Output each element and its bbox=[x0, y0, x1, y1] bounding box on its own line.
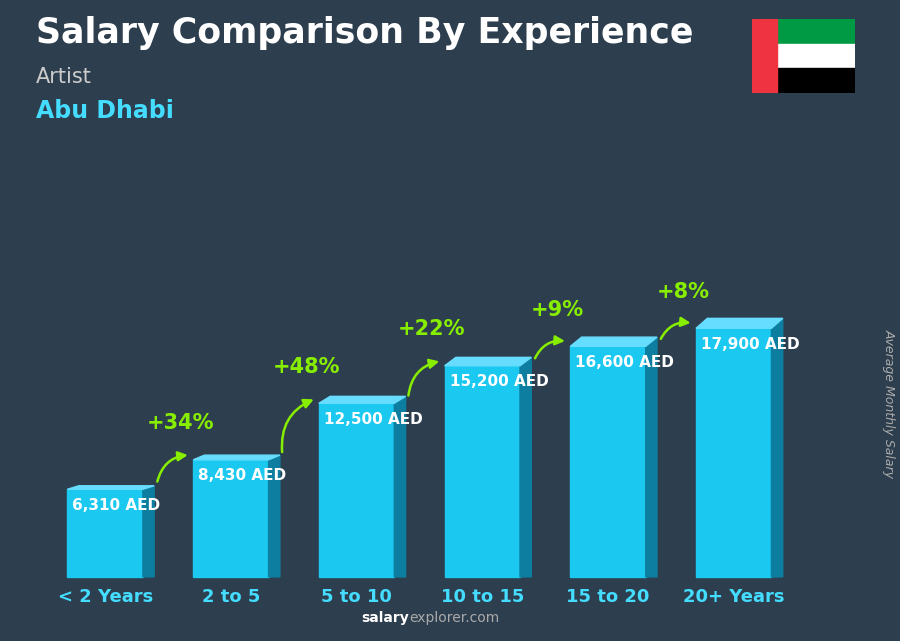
Text: +22%: +22% bbox=[398, 319, 466, 339]
Bar bbox=[752, 19, 855, 44]
Polygon shape bbox=[268, 455, 280, 577]
Text: 15,200 AED: 15,200 AED bbox=[450, 374, 548, 389]
Polygon shape bbox=[68, 486, 154, 489]
Text: +8%: +8% bbox=[657, 281, 710, 302]
Polygon shape bbox=[143, 486, 154, 577]
Text: 16,600 AED: 16,600 AED bbox=[575, 354, 674, 370]
Text: 8,430 AED: 8,430 AED bbox=[198, 468, 286, 483]
Text: +48%: +48% bbox=[273, 356, 340, 377]
Text: +9%: +9% bbox=[531, 300, 584, 320]
Bar bbox=[752, 69, 855, 93]
Text: Salary Comparison By Experience: Salary Comparison By Experience bbox=[36, 16, 693, 50]
Text: Abu Dhabi: Abu Dhabi bbox=[36, 99, 174, 123]
Bar bbox=[571, 346, 645, 577]
Bar bbox=[752, 44, 855, 69]
Bar bbox=[696, 328, 771, 577]
Text: 17,900 AED: 17,900 AED bbox=[701, 337, 800, 352]
Polygon shape bbox=[445, 357, 531, 366]
Polygon shape bbox=[394, 396, 406, 577]
Bar bbox=[194, 460, 268, 577]
Polygon shape bbox=[520, 357, 531, 577]
Text: +34%: +34% bbox=[147, 413, 214, 433]
Bar bbox=[445, 366, 520, 577]
Text: Artist: Artist bbox=[36, 67, 92, 87]
Polygon shape bbox=[696, 319, 783, 328]
Text: 6,310 AED: 6,310 AED bbox=[73, 497, 160, 513]
Polygon shape bbox=[771, 319, 783, 577]
Polygon shape bbox=[645, 337, 657, 577]
Text: 12,500 AED: 12,500 AED bbox=[324, 412, 423, 427]
Polygon shape bbox=[319, 396, 406, 403]
Bar bbox=[752, 19, 778, 93]
Text: Average Monthly Salary: Average Monthly Salary bbox=[883, 329, 896, 478]
Text: explorer.com: explorer.com bbox=[410, 611, 500, 625]
Text: salary: salary bbox=[362, 611, 410, 625]
Bar bbox=[319, 403, 394, 577]
Bar bbox=[68, 489, 143, 577]
Polygon shape bbox=[571, 337, 657, 346]
Polygon shape bbox=[194, 455, 280, 460]
